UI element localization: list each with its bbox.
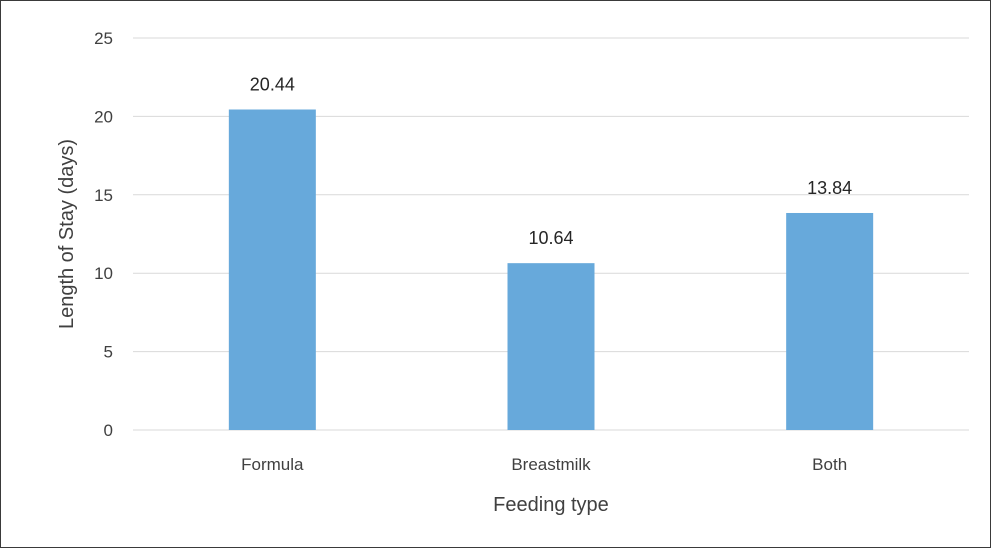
y-axis-ticks: 0 5 10 15 20 25 [94,29,113,440]
bar-formula [228,109,316,431]
y-tick-label: 5 [104,343,113,362]
x-tick-label-formula: Formula [241,455,304,474]
bars [228,109,874,431]
x-axis-title: Feeding type [493,494,609,516]
y-tick-label: 10 [94,264,113,283]
data-labels: 20.44 10.64 13.84 [250,75,852,249]
x-axis-ticks: Formula Breastmilk Both [241,455,847,474]
y-tick-label: 25 [94,29,113,48]
y-tick-label: 15 [94,186,113,205]
data-label-breastmilk: 10.64 [528,228,573,248]
bar-both [786,212,874,430]
y-tick-label: 0 [104,421,113,440]
data-label-formula: 20.44 [250,75,295,95]
x-tick-label-both: Both [812,455,847,474]
y-axis-title: Length of Stay (days) [56,139,78,329]
data-label-both: 13.84 [807,178,852,198]
y-tick-label: 20 [94,107,113,126]
x-tick-label-breastmilk: Breastmilk [511,455,591,474]
bar-breastmilk [507,263,595,430]
